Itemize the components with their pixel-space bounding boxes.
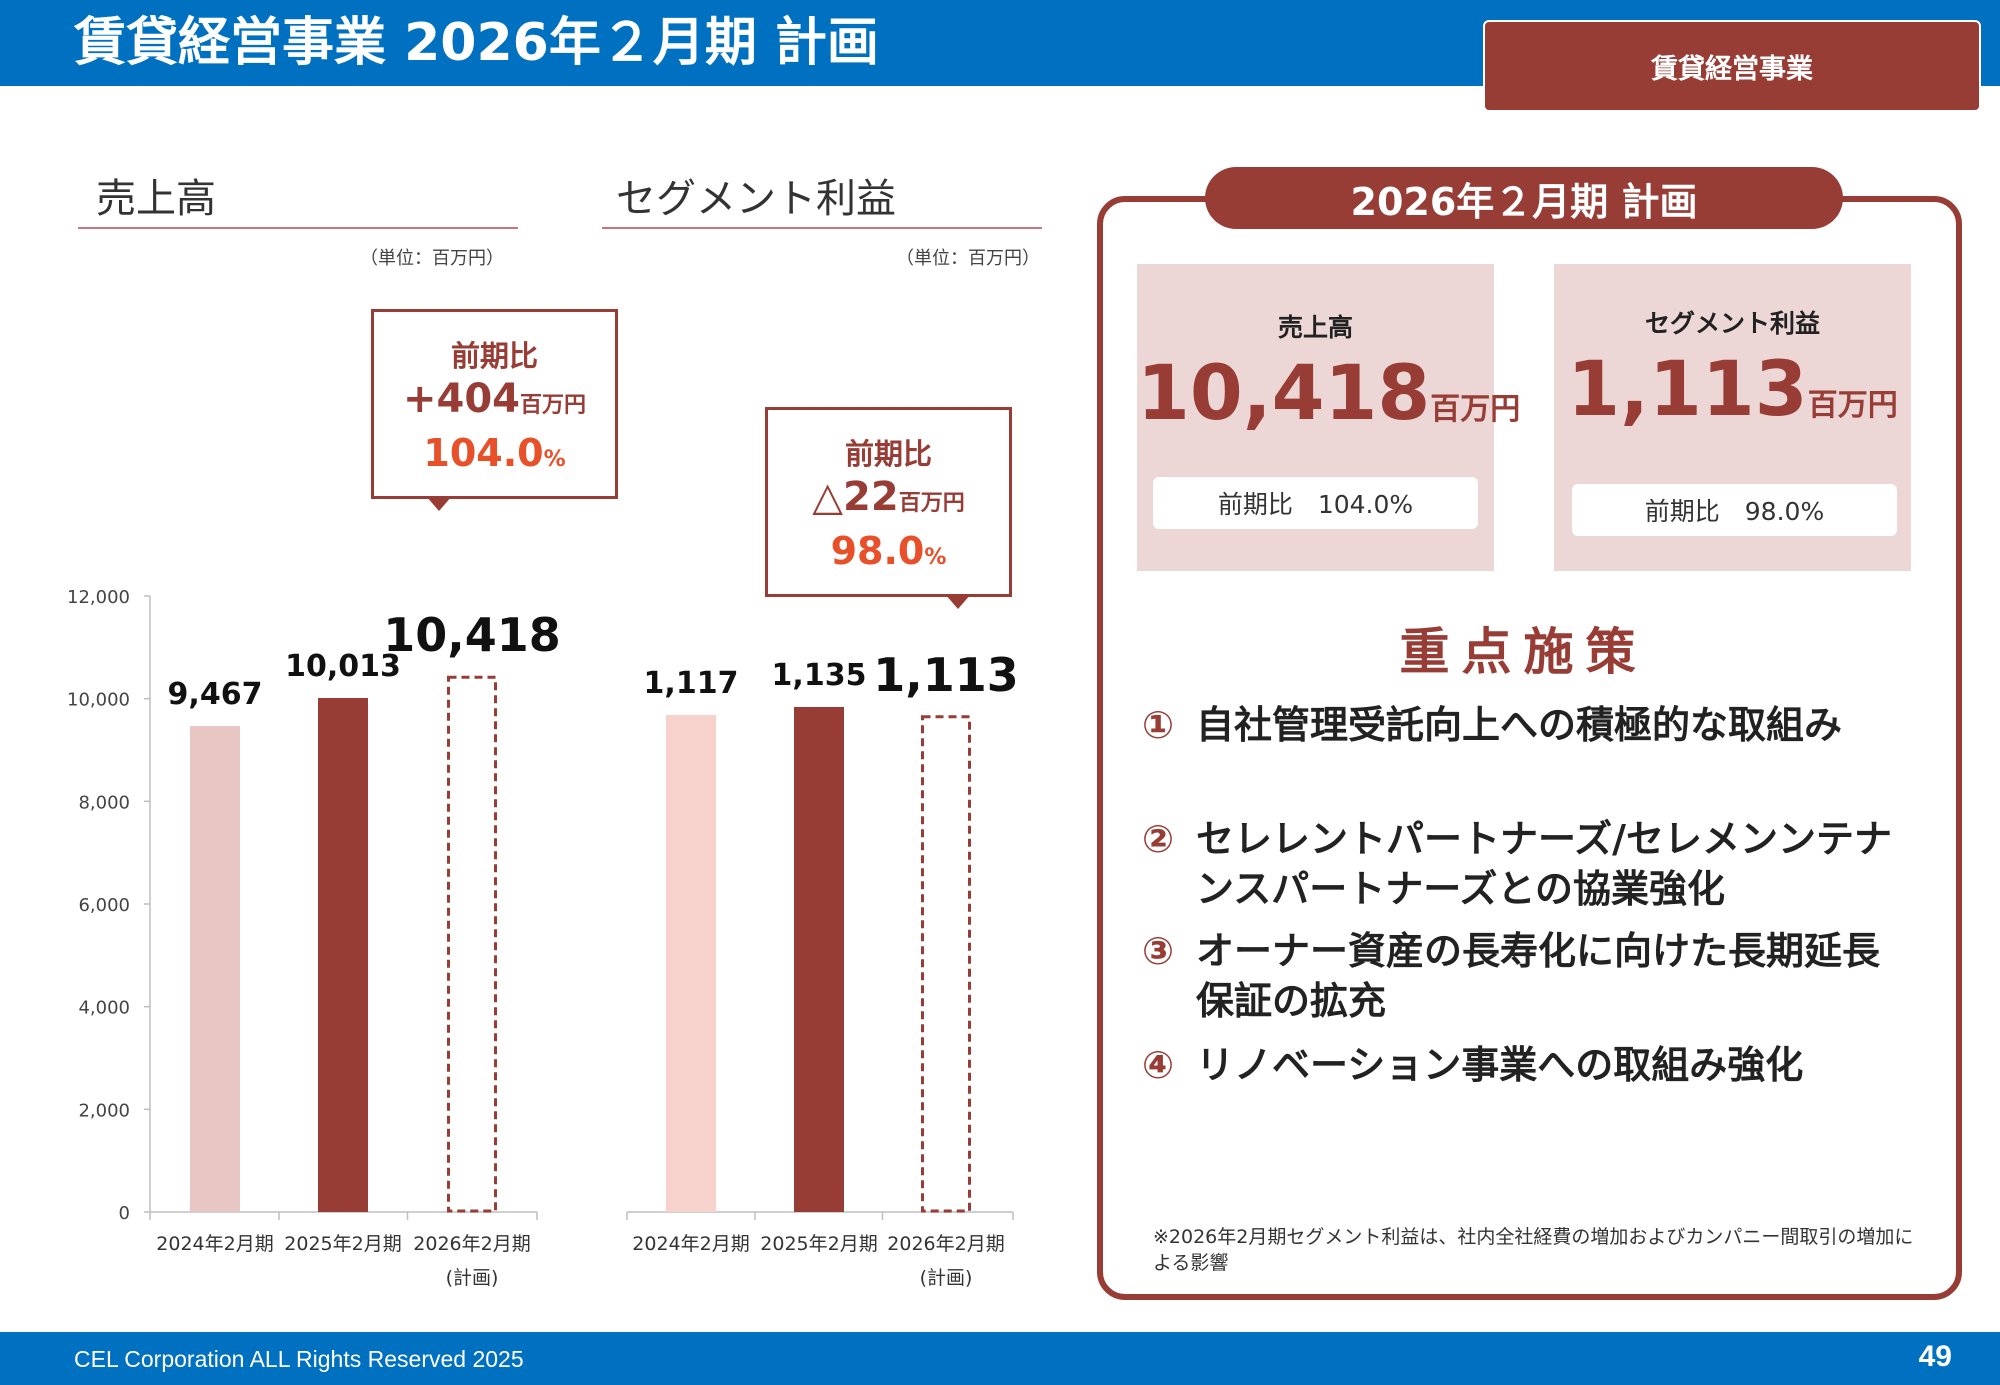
- sales-x-tick-label: 2025年2月期: [284, 1233, 401, 1255]
- sales-yoy-callout: 前期比 +404百万円 104.0%: [371, 309, 618, 499]
- kpi-sales-yoy: 前期比 104.0%: [1153, 477, 1478, 529]
- profit-x-tick-label: 2026年2月期: [887, 1233, 1004, 1255]
- measure-text: 自社管理受託向上への積極的な取組み: [1196, 703, 1843, 747]
- page-number: 49: [1918, 1340, 1952, 1373]
- sales-title-underline: [78, 227, 518, 229]
- profit-bar-plan: [921, 715, 971, 1213]
- sales-x-tick-sublabel: (計画): [446, 1267, 499, 1289]
- copyright-text: CEL Corporation ALL Rights Reserved 2025: [74, 1346, 524, 1372]
- kpi-profit-yoy: 前期比 98.0%: [1572, 484, 1897, 536]
- sales-y-tick-label: 12,000: [67, 587, 130, 608]
- kpi-sales-card: 売上高 10,418百万円 前期比 104.0%: [1137, 264, 1521, 571]
- sales-value-label: 9,467: [168, 677, 263, 712]
- kpi-profit-label: セグメント利益: [1644, 309, 1820, 338]
- profit-unit: （単位：百万円）: [896, 248, 1040, 269]
- profit-yoy-pct: 98.0%: [830, 529, 947, 573]
- sales-y-tick-label: 2,000: [78, 1100, 130, 1121]
- sales-x-tick-label: 2024年2月期: [156, 1233, 273, 1255]
- page-title: 賃貸経営事業 2026年２月期 計画: [74, 13, 879, 73]
- sales-y-tick-label: 6,000: [78, 895, 130, 916]
- sales-y-tick-label: 4,000: [78, 998, 130, 1019]
- segment-tag: 賃貸経営事業: [1483, 20, 1981, 112]
- measure-text: リノベーション事業への取組み強化: [1196, 1043, 1804, 1087]
- sales-value-label: 10,418: [383, 608, 561, 662]
- bar-charts: 0 2,000 4,000 6,000 8,000 10,000 12,000 9,467 20…: [67, 587, 1019, 1289]
- profit-bar: [794, 707, 844, 1212]
- sales-y-tick-label: 0: [119, 1203, 130, 1224]
- kpi-sales-label: 売上高: [1277, 313, 1353, 342]
- profit-bar: [666, 715, 716, 1212]
- footer-bar: CEL Corporation ALL Rights Reserved 2025…: [0, 1332, 2000, 1385]
- sales-bar: [190, 726, 240, 1212]
- profit-value-label: 1,135: [772, 658, 867, 693]
- footnote: ※2026年2月期セグメント利益は、社内全社経費の増加およびカンパニー間取引の増…: [1153, 1226, 1914, 1274]
- plan-panel-heading: 2026年２月期 計画: [1205, 167, 1843, 229]
- measure-number: ③: [1142, 929, 1175, 973]
- sales-yoy-label: 前期比: [450, 339, 538, 373]
- kpi-profit-card: セグメント利益 1,113百万円 前期比 98.0%: [1554, 264, 1911, 571]
- profit-x-tick-sublabel: (計画): [920, 1267, 973, 1289]
- sales-y-tick-label: 10,000: [67, 690, 130, 711]
- profit-yoy-label: 前期比: [844, 437, 932, 471]
- measure-number: ①: [1142, 703, 1175, 747]
- profit-x-tick-label: 2025年2月期: [760, 1233, 877, 1255]
- measure-number: ②: [1142, 817, 1175, 861]
- measure-text: オーナー資産の長寿化に向けた長期延長保証の拡充: [1196, 929, 1881, 1023]
- sales-value-label: 10,013: [285, 649, 401, 684]
- profit-value-label: 1,113: [873, 648, 1019, 702]
- sales-bar-plan: [447, 675, 497, 1213]
- profit-x-tick-label: 2024年2月期: [632, 1233, 749, 1255]
- kpi-profit-value: 1,113百万円: [1567, 344, 1898, 433]
- sales-callout-pointer: [426, 496, 452, 511]
- sales-unit: （単位：百万円）: [360, 248, 504, 269]
- profit-yoy-callout: 前期比 △22百万円 98.0%: [765, 407, 1012, 597]
- sales-yoy-diff: +404百万円: [402, 376, 587, 422]
- profit-value-label: 1,117: [644, 666, 739, 701]
- profit-yoy-diff: △22百万円: [812, 474, 965, 520]
- measure-text: セレレントパートナーズ/セレメンンテナンスパートナーズとの協業強化: [1196, 817, 1892, 911]
- kpi-sales-value: 10,418百万円: [1137, 348, 1521, 437]
- measures-title: 重点施策: [1399, 623, 1648, 681]
- profit-title: セグメント利益: [616, 176, 896, 222]
- sales-x-tick-label: 2026年2月期: [413, 1233, 530, 1255]
- sales-y-tick-label: 8,000: [78, 792, 130, 813]
- sales-bar: [318, 697, 368, 1212]
- sales-title: 売上高: [96, 176, 216, 222]
- sales-yoy-pct: 104.0%: [423, 431, 566, 475]
- measure-number: ④: [1142, 1043, 1175, 1087]
- profit-callout-pointer: [945, 594, 971, 609]
- profit-title-underline: [602, 227, 1042, 229]
